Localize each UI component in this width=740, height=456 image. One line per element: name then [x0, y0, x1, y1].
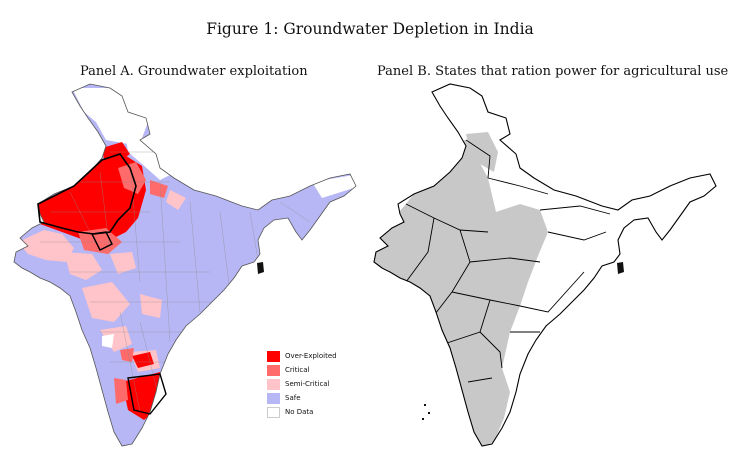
legend-swatch — [267, 364, 280, 376]
legend-item-safe: Safe — [267, 391, 337, 405]
kashmir-no-data-region — [72, 88, 148, 144]
legend-item-over-exploited: Over-Exploited — [267, 349, 337, 363]
legend-item-critical: Critical — [267, 363, 337, 377]
legend-label: No Data — [285, 408, 314, 416]
rajasthan-critical-region — [78, 228, 122, 254]
legend-label: Over-Exploited — [285, 352, 337, 360]
power-rationing-map — [373, 83, 717, 447]
andaman-islands-mark — [257, 262, 264, 274]
groundwater-exploitation-map — [13, 83, 357, 447]
legend-label: Semi-Critical — [285, 380, 330, 388]
district-grid-lines — [40, 151, 311, 413]
up-critical-region — [150, 180, 168, 198]
state-boundary-lines — [405, 139, 611, 383]
district-boundaries — [40, 151, 311, 413]
panel-a-title: Panel A. Groundwater exploitation — [80, 64, 308, 79]
legend-swatch — [267, 350, 280, 362]
rationing-states-region — [374, 140, 548, 446]
legend-swatch — [267, 406, 280, 418]
legend-item-semi-critical: Semi-Critical — [267, 377, 337, 391]
madhya-pradesh-semi-critical-region — [110, 252, 136, 274]
delhi-region-border — [90, 231, 113, 251]
figure-title: Figure 1: Groundwater Depletion in India — [206, 20, 534, 38]
legend-label: Critical — [285, 366, 310, 374]
lakshadweep-islands-mark — [422, 404, 430, 420]
legend-item-no-data: No Data — [267, 405, 337, 419]
legend-swatch — [267, 392, 280, 404]
panel-b-title: Panel B. States that ration power for ag… — [377, 64, 729, 79]
karnataka-critical-region — [120, 348, 134, 362]
tamil-nadu-critical-region — [114, 378, 128, 404]
andaman-islands-mark-b — [617, 262, 624, 274]
india-outline-b — [373, 83, 717, 447]
maharashtra-east-semi-critical-region — [140, 294, 162, 318]
legend-swatch — [267, 378, 280, 390]
tamil-nadu-region-border — [127, 373, 167, 415]
legend-label: Safe — [285, 394, 301, 402]
haryana-punjab-rationing-region — [466, 132, 498, 172]
rajasthan-state-border — [37, 153, 137, 235]
south-no-data-patch — [102, 334, 114, 348]
haryana-critical-region — [118, 162, 146, 194]
gujarat-semi-critical-region — [18, 230, 74, 262]
india-outline-a — [13, 83, 357, 447]
rationing-states — [374, 132, 548, 446]
gujarat-north-semi-critical-region — [64, 252, 102, 280]
legend: Over-Exploited Critical Semi-Critical Sa… — [267, 349, 337, 419]
up-semi-critical-region — [166, 190, 186, 210]
state-boundaries — [405, 139, 611, 383]
